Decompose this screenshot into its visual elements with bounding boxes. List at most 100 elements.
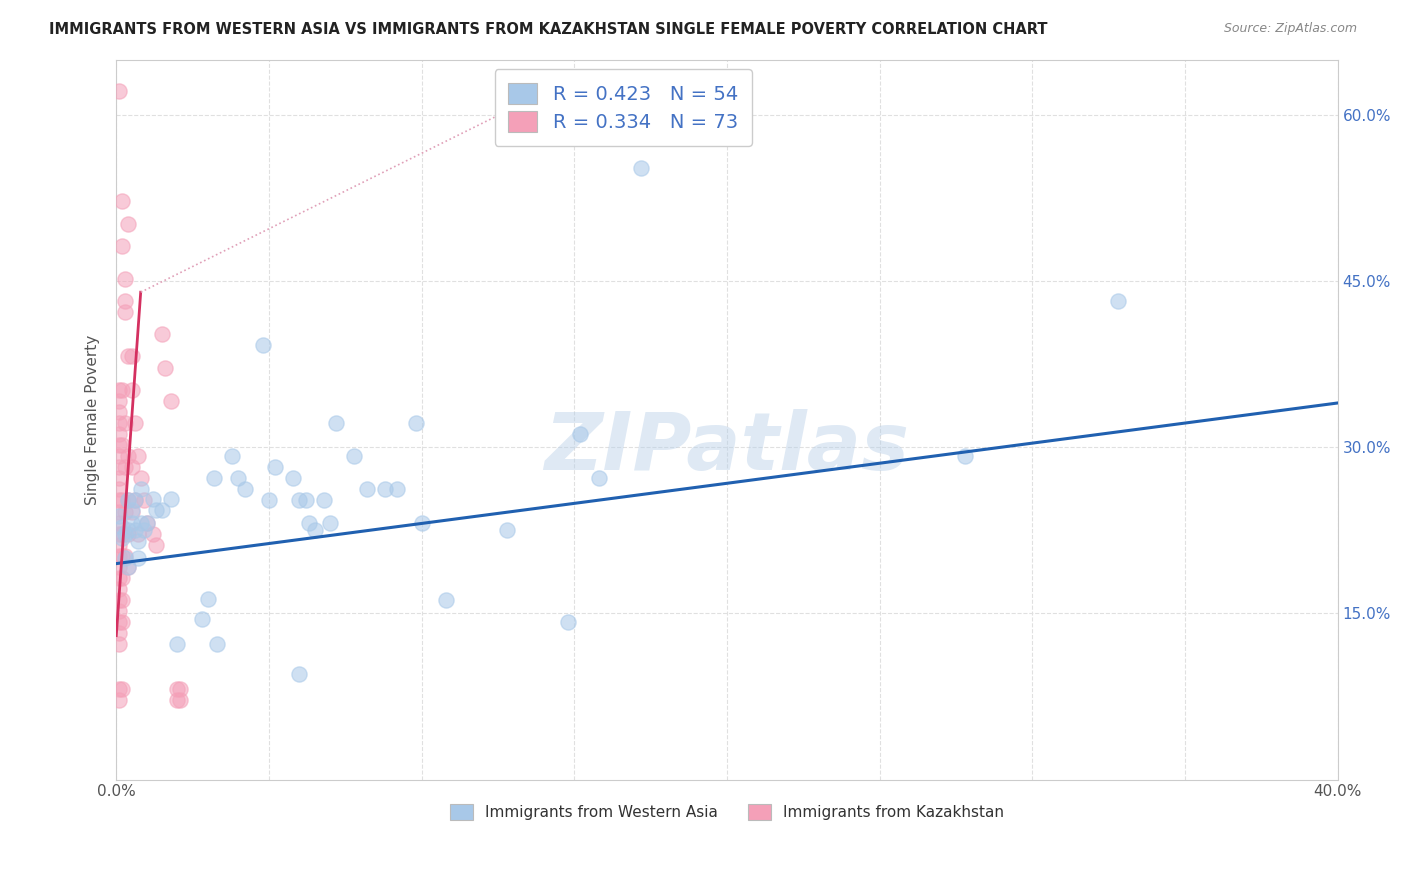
Point — [111, 493, 134, 508]
Point — [191, 612, 214, 626]
Point — [108, 526, 131, 541]
Point — [117, 449, 139, 463]
Point — [264, 460, 287, 475]
Point — [108, 582, 131, 596]
Point — [108, 84, 131, 98]
Point — [153, 360, 176, 375]
Point — [630, 161, 652, 176]
Point — [312, 493, 335, 508]
Point — [385, 483, 408, 497]
Point — [124, 524, 146, 538]
Point — [111, 383, 134, 397]
Point — [114, 294, 136, 309]
Point — [127, 449, 149, 463]
Point — [108, 538, 131, 552]
Point — [127, 526, 149, 541]
Point — [111, 615, 134, 630]
Point — [202, 471, 225, 485]
Point — [117, 524, 139, 538]
Point — [108, 438, 131, 452]
Text: IMMIGRANTS FROM WESTERN ASIA VS IMMIGRANTS FROM KAZAKHSTAN SINGLE FEMALE POVERTY: IMMIGRANTS FROM WESTERN ASIA VS IMMIGRAN… — [49, 22, 1047, 37]
Point — [343, 449, 366, 463]
Point — [111, 438, 134, 452]
Point — [117, 526, 139, 541]
Point — [150, 327, 173, 342]
Point — [588, 471, 610, 485]
Point — [233, 483, 256, 497]
Point — [124, 493, 146, 508]
Point — [114, 460, 136, 475]
Point — [121, 383, 143, 397]
Point — [953, 449, 976, 463]
Point — [129, 516, 152, 530]
Point — [117, 217, 139, 231]
Point — [325, 416, 347, 430]
Point — [356, 483, 378, 497]
Point — [160, 393, 183, 408]
Point — [108, 571, 131, 585]
Point — [114, 504, 136, 518]
Point — [111, 593, 134, 607]
Point — [124, 493, 146, 508]
Point — [135, 516, 157, 530]
Point — [160, 492, 183, 507]
Point — [169, 693, 191, 707]
Point — [142, 492, 165, 507]
Point — [557, 615, 579, 630]
Point — [145, 503, 167, 517]
Point — [111, 571, 134, 585]
Point — [108, 483, 131, 497]
Point — [108, 493, 131, 508]
Point — [111, 194, 134, 209]
Point — [117, 493, 139, 508]
Point — [288, 493, 311, 508]
Point — [304, 524, 326, 538]
Point — [135, 516, 157, 530]
Point — [108, 383, 131, 397]
Y-axis label: Single Female Poverty: Single Female Poverty — [86, 334, 100, 505]
Point — [117, 493, 139, 508]
Point — [132, 493, 155, 508]
Point — [145, 538, 167, 552]
Point — [114, 549, 136, 563]
Point — [374, 483, 396, 497]
Point — [108, 416, 131, 430]
Point — [114, 305, 136, 319]
Point — [252, 338, 274, 352]
Point — [117, 560, 139, 574]
Point — [569, 427, 592, 442]
Point — [108, 460, 131, 475]
Point — [228, 471, 250, 485]
Point — [496, 524, 519, 538]
Point — [108, 593, 131, 607]
Legend: Immigrants from Western Asia, Immigrants from Kazakhstan: Immigrants from Western Asia, Immigrants… — [443, 797, 1011, 826]
Point — [108, 615, 131, 630]
Point — [111, 681, 134, 696]
Point — [127, 534, 149, 549]
Point — [117, 560, 139, 574]
Point — [434, 593, 457, 607]
Point — [114, 526, 136, 541]
Point — [111, 549, 134, 563]
Point — [257, 493, 280, 508]
Point — [142, 526, 165, 541]
Point — [108, 449, 131, 463]
Point — [121, 503, 143, 517]
Point — [169, 681, 191, 696]
Point — [108, 626, 131, 640]
Point — [129, 483, 152, 497]
Point — [111, 520, 134, 534]
Point — [111, 526, 134, 541]
Point — [111, 238, 134, 252]
Point — [121, 460, 143, 475]
Point — [166, 637, 188, 651]
Point — [117, 350, 139, 364]
Point — [108, 427, 131, 442]
Point — [108, 549, 131, 563]
Point — [108, 637, 131, 651]
Point — [221, 449, 243, 463]
Text: Source: ZipAtlas.com: Source: ZipAtlas.com — [1223, 22, 1357, 36]
Point — [319, 516, 342, 530]
Point — [108, 681, 131, 696]
Point — [121, 504, 143, 518]
